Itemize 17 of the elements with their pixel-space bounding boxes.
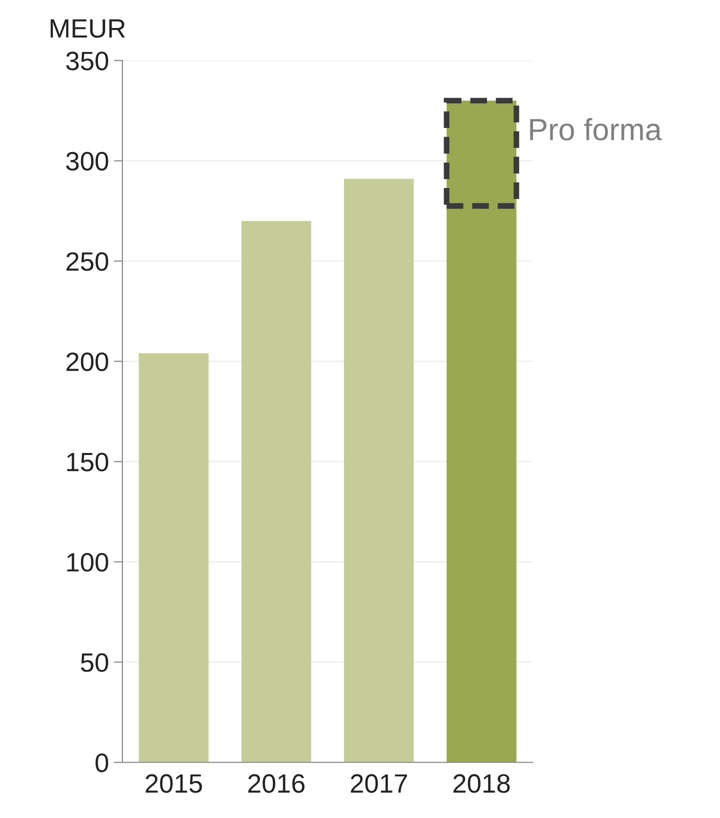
bar: [241, 220, 312, 762]
y-tick-label: 150: [67, 452, 108, 472]
x-tick-label: 2016: [248, 774, 304, 793]
x-tick-label: 2018: [453, 774, 510, 793]
y-axis-title: MEUR: [50, 19, 125, 38]
y-tick-label: 100: [67, 552, 108, 572]
bar: [344, 178, 414, 762]
y-tick-label: 250: [66, 252, 108, 271]
y-tick-label: 50: [80, 653, 108, 672]
y-tick-label: 300: [66, 152, 108, 171]
y-tick-label: 200: [66, 352, 108, 372]
y-tick-label: 350: [66, 52, 108, 70]
y-tick-label: 0: [96, 754, 108, 772]
bar: [138, 353, 209, 762]
annotation: Pro forma: [530, 118, 662, 140]
x-tick-label: 2017: [350, 774, 407, 793]
x-tick-label: 2015: [146, 774, 202, 793]
